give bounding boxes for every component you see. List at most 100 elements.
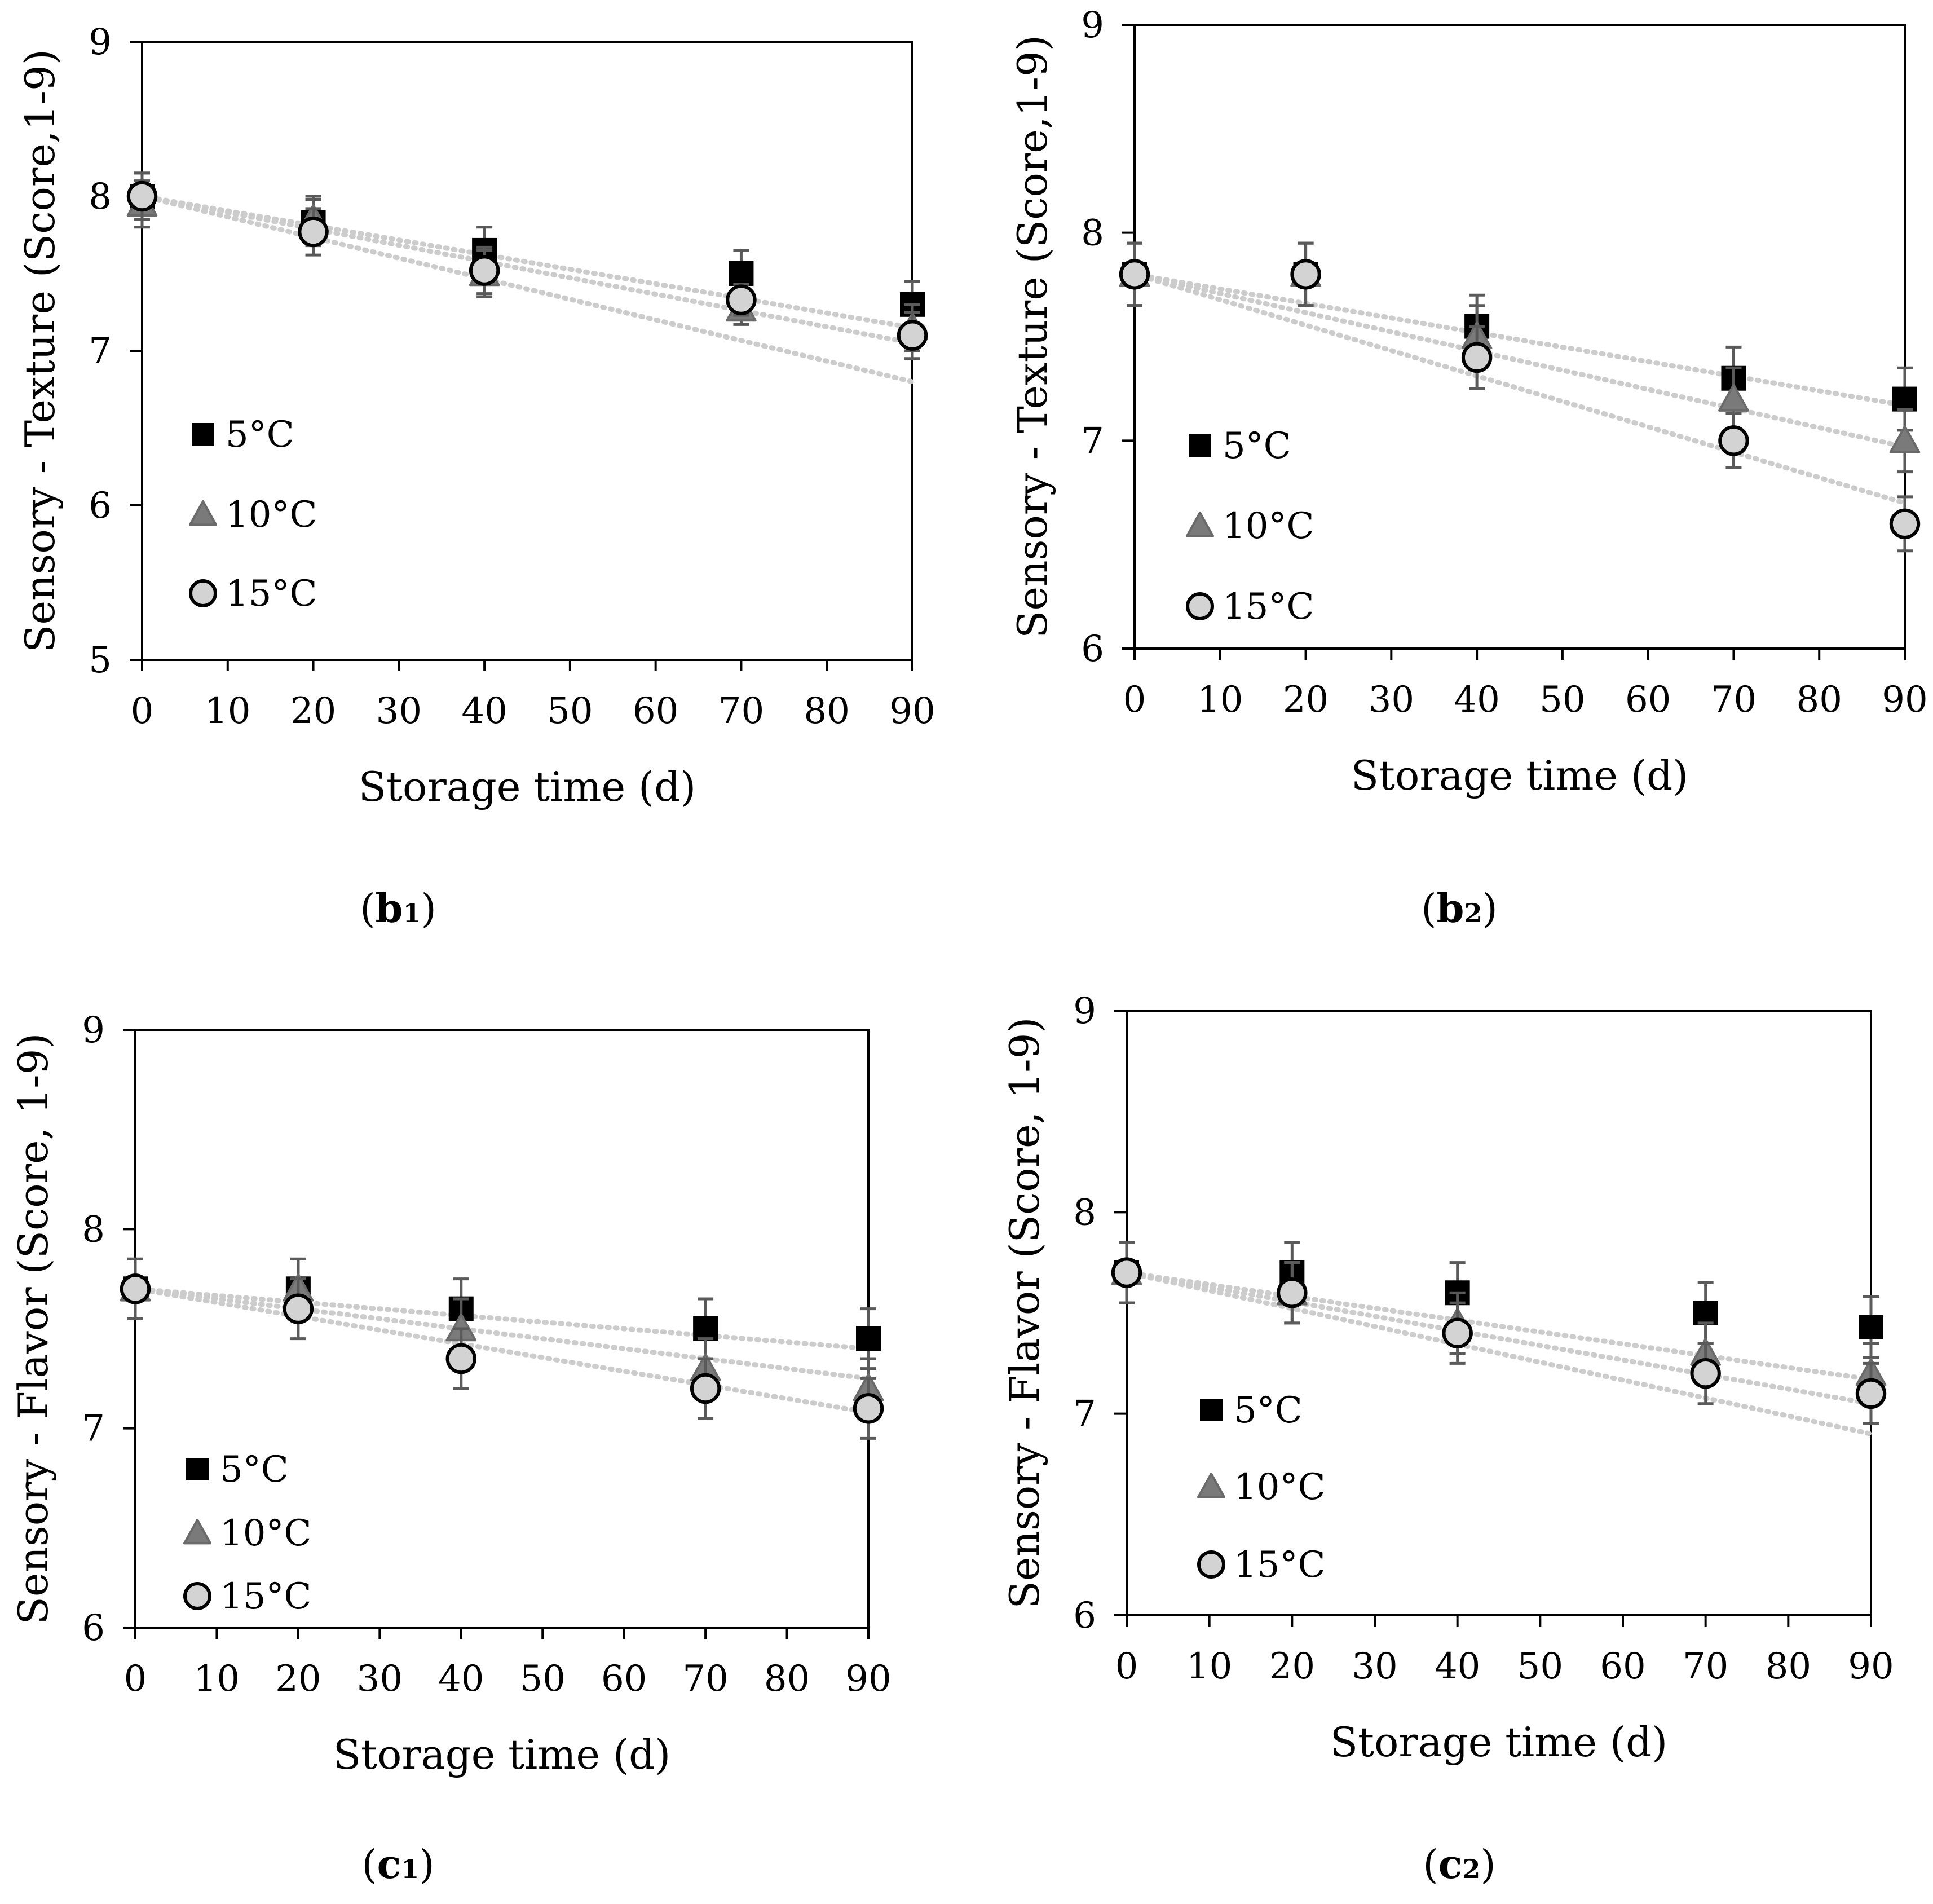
y-tick-label: 9 bbox=[1081, 5, 1104, 46]
trendline-5°C bbox=[139, 193, 915, 330]
legend-marker-circle bbox=[189, 579, 217, 607]
legend-label: 10°C bbox=[220, 1513, 311, 1554]
trendline-10°C bbox=[133, 1286, 871, 1381]
x-tick-label: 40 bbox=[438, 1658, 484, 1700]
x-tick-label: 50 bbox=[520, 1658, 566, 1700]
data-point-circle bbox=[298, 216, 329, 248]
legend-marker-triangle bbox=[183, 1519, 211, 1545]
x-axis-title: Storage time (d) bbox=[1351, 752, 1689, 799]
panel-label: (c2) bbox=[1423, 1841, 1495, 1888]
data-point-square bbox=[1892, 386, 1917, 412]
y-tick-label: 8 bbox=[89, 176, 112, 218]
y-tick-label: 9 bbox=[82, 1010, 105, 1051]
data-point-square bbox=[729, 261, 754, 286]
x-tick-label: 80 bbox=[1766, 1646, 1811, 1687]
x-tick-label: 60 bbox=[1600, 1646, 1645, 1687]
x-tick-label: 10 bbox=[205, 690, 250, 732]
data-point-square bbox=[693, 1316, 718, 1341]
x-tick-label: 40 bbox=[1454, 679, 1499, 721]
x-tick-label: 70 bbox=[718, 690, 764, 732]
series-15°C bbox=[126, 171, 928, 360]
legend-marker-triangle bbox=[1186, 512, 1214, 537]
x-tick-label: 20 bbox=[1269, 1646, 1315, 1687]
y-tick-label: 7 bbox=[82, 1408, 105, 1450]
y-tick-label: 8 bbox=[1081, 213, 1104, 254]
trendline-15°C bbox=[133, 1286, 871, 1415]
x-tick-label: 40 bbox=[461, 690, 507, 732]
data-point-triangle bbox=[1718, 384, 1749, 412]
trendline-10°C bbox=[139, 193, 915, 346]
panel-label: (c1) bbox=[361, 1841, 434, 1888]
x-tick-label: 0 bbox=[1123, 679, 1146, 721]
series-10°C bbox=[1111, 1241, 1887, 1405]
legend-marker-triangle bbox=[1197, 1473, 1225, 1498]
trendline-10°C bbox=[1124, 1270, 1874, 1407]
chart-c2: 0 10 20 30 40 50 60 70 80 90 6 7 8 9 Storage time (d) S… bbox=[1001, 990, 1894, 1888]
data-point-circle bbox=[126, 180, 158, 212]
legend-marker-circle bbox=[1197, 1550, 1225, 1579]
panel-label: (b1) bbox=[360, 885, 436, 932]
x-tick-label: 50 bbox=[1539, 679, 1585, 721]
legend-label: 15°C bbox=[1234, 1544, 1325, 1586]
legend-label: 10°C bbox=[1234, 1466, 1325, 1508]
data-point-circle bbox=[1111, 1257, 1142, 1288]
data-point-circle bbox=[1889, 508, 1921, 539]
data-point-circle bbox=[283, 1293, 314, 1324]
data-point-square bbox=[1859, 1315, 1883, 1340]
plot-area-frame bbox=[141, 41, 913, 661]
plot-area-frame bbox=[1126, 1010, 1872, 1616]
trendline-5°C bbox=[1132, 271, 1908, 408]
x-tick-label: 80 bbox=[764, 1658, 810, 1700]
chart-c1: 0 10 20 30 40 50 60 70 80 90 6 7 8 9 Storage time (d) S… bbox=[10, 1010, 892, 1888]
x-tick-label: 90 bbox=[845, 1658, 891, 1700]
x-tick-label: 80 bbox=[804, 690, 850, 732]
x-tick-label: 70 bbox=[682, 1658, 728, 1700]
x-tick-label: 60 bbox=[1625, 679, 1671, 721]
x-tick-label: 50 bbox=[547, 690, 593, 732]
data-point-circle bbox=[897, 320, 928, 351]
y-tick-label: 6 bbox=[1081, 628, 1104, 670]
y-axis-title: Sensory - Texture (Score,1-9) bbox=[1009, 35, 1056, 638]
series-10°C bbox=[126, 179, 928, 352]
x-tick-label: 20 bbox=[1283, 679, 1329, 721]
x-axis-title: Storage time (d) bbox=[1330, 1718, 1668, 1766]
x-tick-label: 30 bbox=[1369, 679, 1414, 721]
data-point-circle bbox=[469, 255, 500, 286]
x-tick-label: 30 bbox=[357, 1658, 403, 1700]
data-point-circle bbox=[690, 1373, 721, 1404]
y-axis-title: Sensory - Texture (Score,1-9) bbox=[16, 49, 64, 653]
legend-label: 10°C bbox=[226, 494, 317, 536]
data-point-circle bbox=[1277, 1277, 1308, 1308]
panel-label: (b2) bbox=[1421, 885, 1498, 932]
x-tick-label: 60 bbox=[601, 1658, 647, 1700]
trendline-5°C bbox=[1124, 1270, 1874, 1382]
x-tick-label: 0 bbox=[131, 690, 154, 732]
x-tick-label: 70 bbox=[1711, 679, 1757, 721]
data-point-circle bbox=[120, 1273, 151, 1304]
series-5°C bbox=[1122, 241, 1917, 432]
data-point-circle bbox=[1119, 259, 1150, 290]
trendline-15°C bbox=[139, 193, 915, 385]
data-point-square bbox=[856, 1326, 881, 1351]
legend: 5°C 10°C 15°C bbox=[1186, 425, 1314, 628]
y-tick-label: 7 bbox=[1073, 1394, 1096, 1435]
data-point-circle bbox=[1442, 1317, 1473, 1348]
x-tick-label: 10 bbox=[194, 1658, 240, 1700]
series-15°C bbox=[1111, 1241, 1887, 1426]
legend-marker-triangle bbox=[189, 500, 217, 526]
series-15°C bbox=[120, 1257, 884, 1440]
data-point-square bbox=[1693, 1301, 1718, 1325]
x-tick-label: 30 bbox=[1352, 1646, 1397, 1687]
x-tick-label: 30 bbox=[376, 690, 422, 732]
x-tick-label: 80 bbox=[1797, 679, 1842, 721]
legend-label: 5°C bbox=[220, 1449, 289, 1491]
data-point-triangle bbox=[1889, 425, 1921, 453]
legend: 5°C 10°C 15°C bbox=[183, 1449, 311, 1617]
x-tick-label: 90 bbox=[889, 690, 935, 732]
legend-label: 15°C bbox=[220, 1576, 311, 1617]
x-tick-label: 70 bbox=[1683, 1646, 1728, 1687]
data-point-circle bbox=[445, 1343, 476, 1374]
plot-area-frame bbox=[1133, 24, 1906, 650]
legend-label: 15°C bbox=[226, 573, 317, 615]
